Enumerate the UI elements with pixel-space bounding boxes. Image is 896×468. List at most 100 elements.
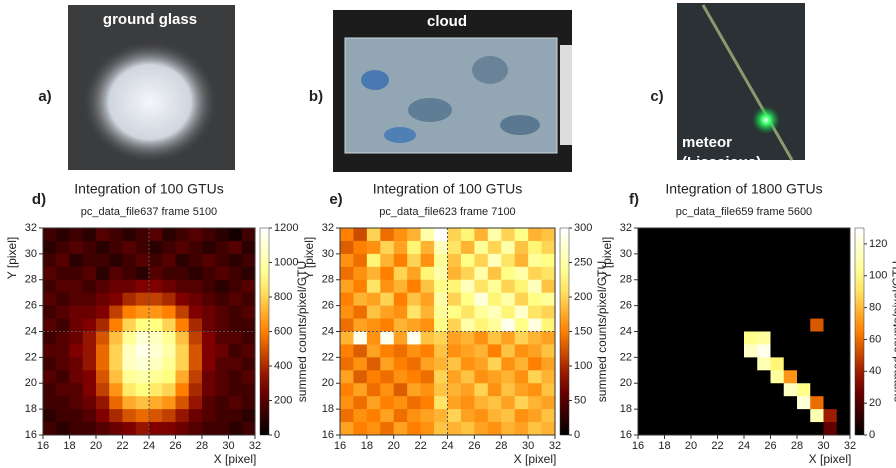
x-axis-label: X [pixel] xyxy=(809,452,852,466)
heatmap-cell xyxy=(770,344,785,358)
heatmap-cell xyxy=(691,370,705,384)
heatmap-cell xyxy=(541,240,556,255)
heatmap-cell xyxy=(407,279,422,294)
chart-title: Integration of 1800 GTUs xyxy=(665,181,822,197)
heatmap-cell xyxy=(96,266,110,281)
y-tick-label: 28 xyxy=(322,274,334,286)
heatmap-cell xyxy=(175,305,190,320)
heatmap-cell xyxy=(541,305,556,320)
heatmap-cell xyxy=(109,370,123,384)
heatmap-cell xyxy=(407,357,422,371)
heatmap-cell xyxy=(215,266,229,281)
heatmap-cell xyxy=(109,344,123,358)
colorbar-tick-label: 20 xyxy=(869,397,881,409)
heatmap-cell xyxy=(175,240,190,255)
heatmap-cell xyxy=(836,422,851,436)
heatmap-cell xyxy=(501,370,516,384)
heatmap-cell xyxy=(175,357,190,371)
heatmap-cell xyxy=(122,370,137,384)
heatmap-cell xyxy=(638,318,652,332)
heatmap-cell xyxy=(717,266,732,281)
heatmap-cell xyxy=(188,370,203,384)
heatmap-cell xyxy=(135,240,150,255)
heatmap-cell xyxy=(770,318,785,332)
heatmap-cell xyxy=(202,409,216,423)
heatmap-cell xyxy=(353,383,368,397)
heatmap-cell xyxy=(393,228,408,242)
heatmap-cell xyxy=(664,357,679,371)
heatmap-cell xyxy=(353,228,368,242)
heatmap-cell xyxy=(340,331,354,345)
heatmap-cell xyxy=(501,357,516,371)
heatmap-cell xyxy=(541,228,556,242)
heatmap-cell xyxy=(638,279,652,294)
photo-caption: ground glass xyxy=(103,11,197,28)
heatmap-cell xyxy=(82,279,97,294)
heatmap-cell xyxy=(135,396,150,410)
x-tick-label: 32 xyxy=(844,440,856,452)
heatmap-cell xyxy=(836,305,851,320)
heatmap-cell xyxy=(651,383,665,397)
heatmap-cell xyxy=(188,331,203,345)
heatmap-cell xyxy=(393,331,408,345)
heatmap-cell xyxy=(380,396,395,410)
heatmap-cell xyxy=(730,422,745,436)
heatmap-cell xyxy=(664,383,679,397)
heatmap-cell xyxy=(823,396,838,410)
heatmap-cell xyxy=(380,240,395,255)
heatmap-cell xyxy=(82,240,97,255)
heatmap-cell xyxy=(704,383,718,397)
x-tick-label: 16 xyxy=(37,440,49,452)
heatmap-cell xyxy=(366,253,381,268)
heatmap-cell xyxy=(797,279,811,294)
heatmap-cell xyxy=(393,240,408,255)
heatmap-cell xyxy=(528,331,543,345)
heatmap-cell xyxy=(638,383,652,397)
heatmap-cell xyxy=(757,383,771,397)
heatmap-cell xyxy=(730,383,745,397)
heatmap-cell xyxy=(823,228,838,242)
heatmap-cell xyxy=(836,344,851,358)
heatmap-cell xyxy=(135,370,150,384)
heatmap-cell xyxy=(202,253,216,268)
heatmap-cell xyxy=(82,253,97,268)
heatmap-cell xyxy=(460,292,475,307)
heatmap-cell xyxy=(109,396,123,410)
heatmap-cell xyxy=(69,344,84,358)
heatmap-cell xyxy=(340,240,354,255)
heatmap-cell xyxy=(810,228,824,242)
heatmap-cell xyxy=(43,279,57,294)
x-tick-label: 20 xyxy=(90,440,102,452)
heatmap-cell xyxy=(188,240,203,255)
heatmap-cell xyxy=(109,279,123,294)
heatmap-cell xyxy=(202,240,216,255)
heatmap-cell xyxy=(215,292,229,307)
heatmap-cell xyxy=(228,253,243,268)
heatmap-cell xyxy=(434,370,448,384)
heatmap-cell xyxy=(651,279,665,294)
heatmap-cell xyxy=(69,240,84,255)
heatmap-cell xyxy=(651,331,665,345)
heatmap-cell xyxy=(215,331,229,345)
heatmap-cell xyxy=(43,383,57,397)
heatmap-cell xyxy=(757,318,771,332)
heatmap-cell xyxy=(109,331,123,345)
heatmap-cell xyxy=(717,357,732,371)
heatmap-cell xyxy=(757,370,771,384)
heatmap-cell xyxy=(96,253,110,268)
heatmap-cell xyxy=(149,422,163,436)
heatmap-cell xyxy=(704,396,718,410)
heatmap-cell xyxy=(541,357,556,371)
heatmap-cell xyxy=(528,292,543,307)
heatmap-cell xyxy=(434,383,448,397)
heatmap-cell xyxy=(228,383,243,397)
x-tick-label: 28 xyxy=(196,440,208,452)
heatmap-cell xyxy=(175,422,190,436)
colorbar xyxy=(259,227,270,436)
heatmap-cell xyxy=(122,422,137,436)
heatmap-cell xyxy=(514,383,529,397)
heatmap-cell xyxy=(677,383,692,397)
heatmap-cell xyxy=(823,344,838,358)
heatmap-cell xyxy=(175,279,190,294)
